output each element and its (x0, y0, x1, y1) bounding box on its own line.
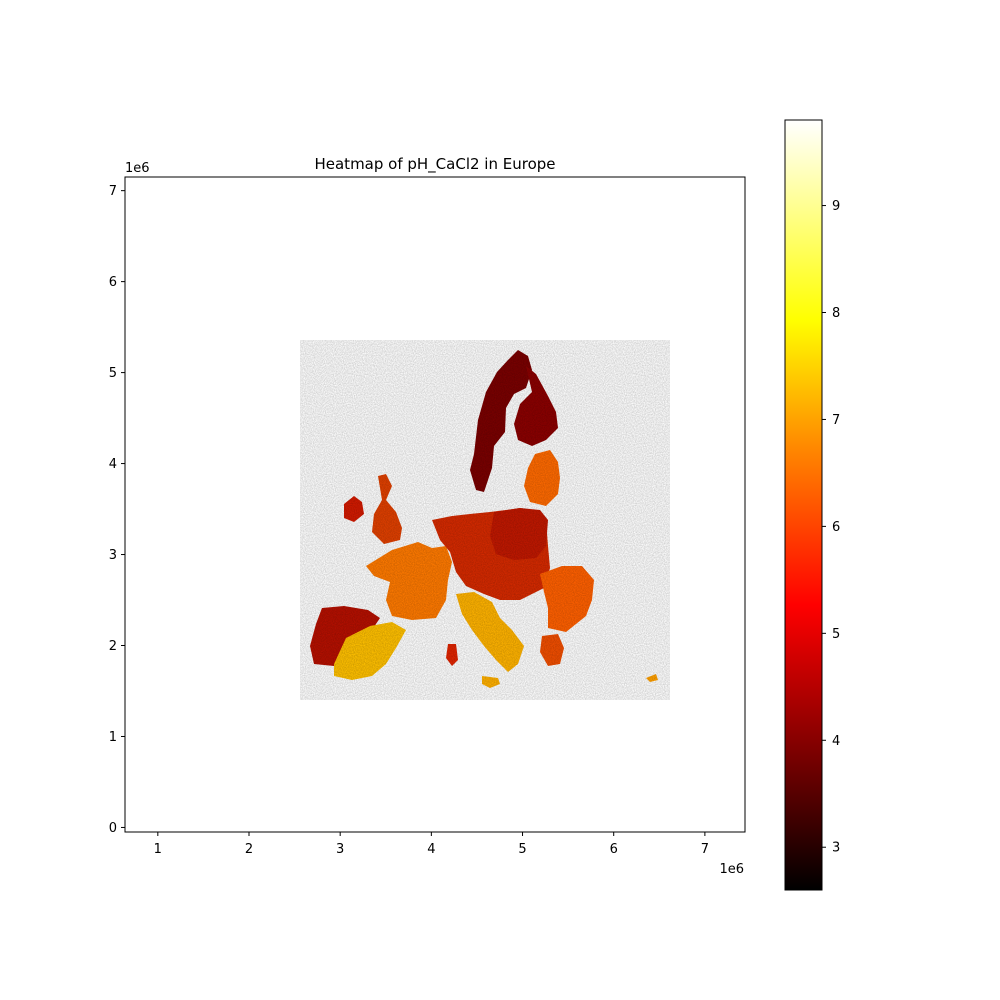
colorbar-tick-label: 8 (832, 306, 840, 321)
x-axis: 1 2 3 4 5 6 7 (154, 832, 709, 857)
colorbar-tick-label: 7 (832, 413, 840, 428)
colorbar-ticks: 3 4 5 6 7 8 9 (822, 199, 840, 856)
y-tick-label: 5 (109, 366, 117, 381)
colorbar-tick-label: 3 (832, 841, 840, 856)
y-axis: 0 1 2 3 4 5 6 7 (109, 184, 125, 836)
x-tick-label: 5 (518, 842, 526, 857)
colorbar (784, 119, 823, 891)
x-tick-label: 7 (701, 842, 709, 857)
y-tick-label: 0 (109, 821, 117, 836)
y-tick-label: 7 (109, 184, 117, 199)
colorbar-tick-label: 5 (832, 627, 840, 642)
y-tick-label: 2 (109, 639, 117, 654)
x-offset-label: 1e6 (719, 862, 744, 877)
colorbar-tick-label: 9 (832, 199, 840, 214)
y-tick-label: 3 (109, 548, 117, 563)
europe-heatmap (300, 340, 670, 700)
speckle-texture (300, 340, 670, 700)
x-tick-label: 4 (427, 842, 435, 857)
y-offset-label: 1e6 (125, 161, 150, 176)
chart-title: Heatmap of pH_CaCl2 in Europe (314, 155, 555, 174)
colorbar-tick-label: 6 (832, 520, 840, 535)
colorbar-tick-label: 4 (832, 734, 840, 749)
x-tick-label: 3 (336, 842, 344, 857)
plot-area (124, 176, 746, 833)
y-tick-label: 6 (109, 275, 117, 290)
y-tick-label: 1 (109, 730, 117, 745)
x-tick-label: 1 (154, 842, 162, 857)
x-tick-label: 2 (245, 842, 253, 857)
x-tick-label: 6 (610, 842, 618, 857)
y-tick-label: 4 (109, 457, 117, 472)
